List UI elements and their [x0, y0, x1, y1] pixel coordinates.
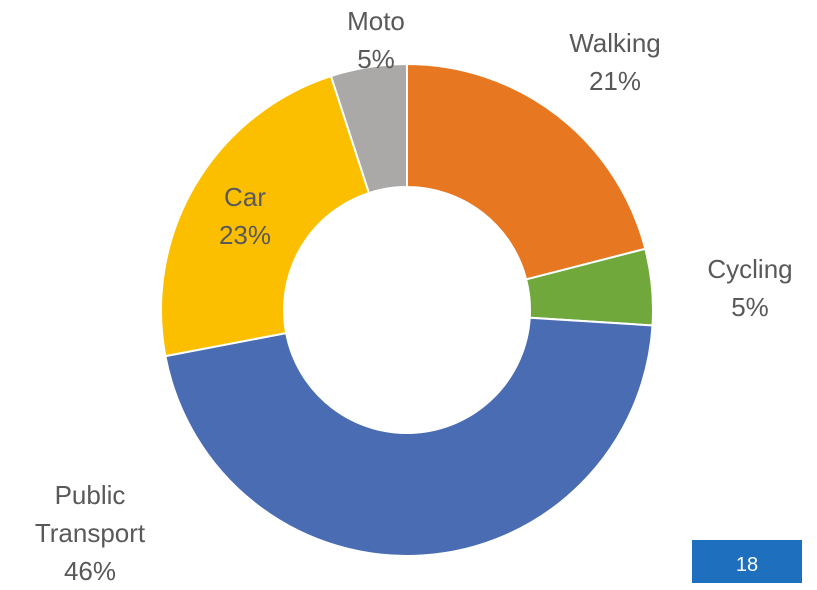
donut-slice: [164, 316, 654, 557]
slice-label: Cycling 5%: [650, 250, 817, 326]
donut-slice: [406, 62, 647, 281]
category-label: Moto: [347, 6, 405, 36]
value-label: 21%: [588, 66, 642, 96]
category-label: Cycling: [707, 254, 793, 284]
slice-label: Public Transport 46%: [20, 476, 160, 590]
category-label: Walking: [569, 28, 661, 58]
slice-label: Walking 21%: [515, 24, 715, 100]
page-number: 18: [692, 540, 802, 583]
category-label: Car: [224, 182, 266, 212]
value-label: 46%: [63, 556, 117, 586]
value-label: 23%: [218, 220, 272, 250]
donut-slice: [329, 62, 408, 195]
slice-label: Moto 5%: [276, 2, 476, 78]
slice-label: Car 23%: [145, 178, 345, 254]
donut-slice: [160, 74, 371, 358]
value-label: 5%: [731, 292, 769, 322]
category-label: Public Transport: [34, 480, 146, 548]
value-label: 5%: [357, 44, 395, 74]
